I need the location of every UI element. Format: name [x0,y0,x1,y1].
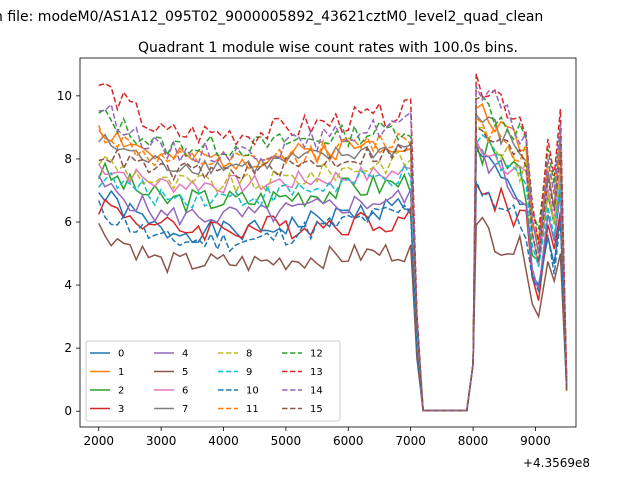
series-layer [97,73,568,412]
x-tick-label: 6000 [333,434,364,448]
figure-suptitle: n file: modeM0/AS1A12_095T02_9000005892_… [0,9,543,25]
legend-label: 6 [182,386,188,397]
y-axis: 0 2 4 6 8 10 [57,89,80,418]
series-line-15 [98,126,568,412]
legend-label: 0 [118,349,124,360]
legend-label: 9 [246,367,252,378]
y-tick-label: 10 [57,89,72,103]
series-line-4 [98,144,568,412]
y-tick-label: 8 [64,152,72,166]
series-line-5 [98,216,568,412]
series-line-14 [98,86,568,412]
legend-label: 4 [182,349,188,360]
y-tick-label: 4 [64,278,72,292]
x-tick-label: 7000 [395,434,426,448]
series-line-9 [98,133,568,412]
legend-label: 7 [182,404,188,415]
legend-label: 1 [118,367,124,378]
series-line-2 [98,136,568,412]
plot-frame [79,57,577,428]
x-tick-label: 9000 [520,434,551,448]
series-line-11 [97,116,568,412]
legend-label: 10 [246,386,259,397]
y-tick-label: 0 [64,404,72,418]
series-line-6 [98,139,568,412]
legend-label: 13 [310,367,323,378]
legend-box [85,340,341,422]
series-line-0 [98,147,568,412]
legend-label: 5 [182,367,188,378]
legend-label: 11 [246,404,259,415]
legend-label: 8 [246,349,252,360]
y-tick-label: 2 [64,341,72,355]
legend-label: 2 [118,386,124,397]
legend-label: 15 [310,404,323,415]
y-tick-label: 6 [64,215,72,229]
x-tick-label: 2000 [83,434,114,448]
x-tick-label: 5000 [271,434,302,448]
legend-label: 14 [310,386,323,397]
x-offset-label: +4.3569e8 [523,456,590,470]
legend-label: 12 [310,349,323,360]
series-line-10 [97,180,568,412]
series-line-3 [98,181,568,412]
series-line-12 [98,95,568,412]
chart-title: Quadrant 1 module wise count rates with … [138,40,518,56]
legend-label: 3 [118,404,124,415]
x-tick-label: 8000 [458,434,489,448]
x-axis: 2000 3000 4000 5000 6000 7000 8000 9000 [83,427,551,448]
x-tick-label: 4000 [208,434,239,448]
x-tick-label: 3000 [146,434,177,448]
series-line-13 [98,73,568,412]
